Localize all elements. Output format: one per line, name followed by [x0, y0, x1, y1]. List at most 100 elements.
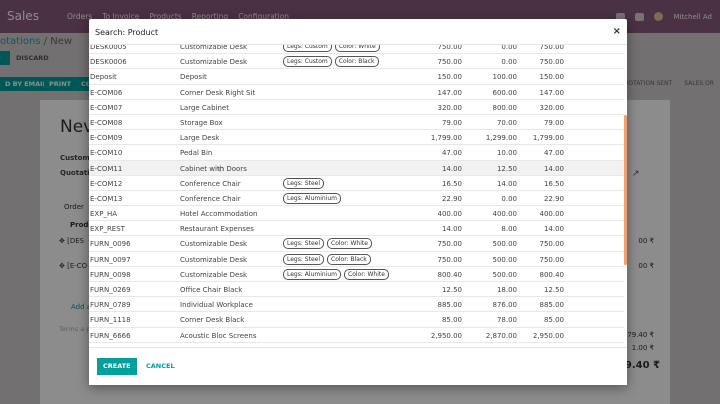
sales-price: 2,950.00	[430, 331, 462, 340]
attribute-tag: Legs: Steel	[283, 253, 325, 265]
cancel-button[interactable]: CANCEL	[141, 358, 180, 375]
table-row[interactable]: FURN_6666 Acoustic Bloc Screens 2,950.00 2,…	[89, 328, 624, 343]
table-row[interactable]: Deposit Deposit 150.00 100.00 150.00	[89, 69, 624, 85]
cost-price: 78.00	[496, 316, 517, 325]
table-row[interactable]: E-COM11 Cabinet with Doors 14.00 12.50 14.00…	[89, 160, 624, 176]
sales-price: 885.00	[437, 301, 463, 310]
hand-cursor-icon: ☜	[216, 164, 224, 174]
table-row[interactable]: E-COM08 Storage Box 79.00 70.00 79.00	[89, 115, 624, 131]
table-row[interactable]: E-COM10 Pedal Bin 47.00 10.00 47.00	[89, 145, 624, 161]
cost-price: 14.00	[496, 179, 517, 188]
table-row[interactable]: E-COM09 Large Desk 1,799.00 1,299.00 1,799.0…	[89, 130, 624, 146]
product-name: Conference Chair	[180, 179, 241, 188]
sales-price: 1,799.00	[430, 134, 462, 143]
send-by-email-button[interactable]: D BY EMAIL	[0, 77, 52, 91]
table-row[interactable]: EXP_HA Hotel Accommodation 400.00 400.00 400…	[89, 206, 624, 222]
dialog-title: Search: Product	[95, 28, 159, 37]
table-row[interactable]: DESK0005 Customizable Desk 750.00 0.00 750.0…	[89, 45, 624, 55]
breadcrumb-parent[interactable]: otations	[0, 36, 41, 47]
save-button[interactable]	[0, 51, 10, 65]
unit-price: 800.40	[539, 270, 565, 279]
status-quotation-sent: UOTATION SENT	[623, 80, 673, 87]
product-reference: E-COM06	[90, 88, 123, 97]
print-button[interactable]: PRINT	[44, 77, 77, 91]
breadcrumb-current: New	[50, 36, 73, 47]
attribute-tag: Legs: Steel	[283, 238, 325, 250]
unit-price: 14.00	[543, 225, 564, 234]
sales-price: 47.00	[441, 149, 462, 158]
table-row[interactable]: FURN_0096 Customizable Desk 750.00 500.00 75…	[89, 236, 624, 252]
menu-orders[interactable]: Orders	[67, 12, 93, 21]
sales-price: 320.00	[437, 103, 463, 112]
menu-to-invoice[interactable]: To Invoice	[102, 12, 140, 21]
total-amount: 9.40 ₹	[624, 360, 660, 371]
close-icon[interactable]: ×	[612, 26, 621, 37]
product-reference: FURN_0096	[90, 240, 131, 249]
quotation-label: Quotatio	[60, 169, 95, 177]
attribute-tag: Color: Black	[334, 56, 379, 68]
sales-price: 750.00	[437, 240, 463, 249]
table-row[interactable]: E-COM12 Conference Chair 16.50 14.00 16.50 Le…	[89, 176, 624, 191]
table-row[interactable]: FURN_0097 Customizable Desk 750.00 500.00 75…	[89, 252, 624, 267]
sales-price: 14.00	[441, 164, 462, 173]
sales-price: 79.00	[441, 118, 462, 127]
untaxed-amount: 79.40 ₹	[627, 331, 654, 339]
sales-price: 22.90	[441, 194, 462, 203]
table-row[interactable]: FURN_1118 Corner Desk Black 85.00 78.00 85.0…	[89, 312, 624, 328]
create-button[interactable]: CREATE	[97, 358, 137, 375]
clock-icon[interactable]	[616, 12, 626, 21]
terms-field[interactable]: Terms a period	[59, 325, 107, 333]
table-row[interactable]: EXP_REST Restaurant Expenses 14.00 8.00 14.0…	[89, 221, 624, 237]
chat-icon[interactable]	[635, 12, 645, 21]
tab-order-lines[interactable]: Order	[64, 203, 84, 211]
table-row[interactable]: DESK0006 Customizable Desk 750.00 0.00 750.0…	[89, 54, 624, 70]
table-row[interactable]: E-COM13 Conference Chair 22.90 0.00 22.90 Leg…	[89, 191, 624, 207]
table-row[interactable]: E-COM07 Large Cabinet 320.00 800.00 320.00	[89, 100, 624, 115]
order-line-1[interactable]: ✥ [DES	[59, 237, 85, 245]
product-list: DESK0005 Customizable Desk 750.00 0.00 750.0…	[89, 45, 627, 369]
cost-price: 876.00	[492, 301, 518, 310]
app-brand[interactable]: Sales	[7, 9, 39, 23]
product-reference: FURN_6666	[90, 331, 131, 340]
attribute-tags: Legs: Aluminium	[283, 192, 341, 204]
product-name: Deposit	[180, 73, 207, 82]
unit-price: 12.50	[543, 286, 564, 294]
avatar[interactable]	[654, 12, 664, 21]
scrollbar-thumb[interactable]	[624, 115, 627, 265]
discard-button[interactable]: DISCARD	[16, 54, 49, 62]
product-reference: FURN_0097	[90, 255, 131, 264]
attribute-tag: Legs: Steel	[283, 177, 325, 189]
user-name[interactable]: Mitchell Ad	[673, 12, 712, 21]
unit-price: 79.00	[543, 118, 564, 127]
unit-price: 16.50	[543, 179, 564, 188]
unit-price: 750.00	[539, 255, 565, 264]
menu-configuration[interactable]: Configuration	[238, 12, 290, 21]
attribute-tag: Color: White	[344, 268, 389, 280]
cost-price: 0.00	[501, 194, 517, 203]
table-row[interactable]: E-COM06 Corner Desk Right Sit 147.00 600.00…	[89, 85, 624, 100]
product-name: Acoustic Bloc Screens	[180, 331, 257, 340]
cost-price: 100.00	[492, 73, 518, 82]
order-line-1-amount: 00 ₹	[638, 237, 654, 245]
product-rows: DESK0005 Customizable Desk 750.00 0.00 750.0…	[89, 45, 624, 358]
product-reference: E-COM08	[90, 118, 123, 127]
sales-price: 85.00	[441, 316, 462, 325]
add-line-link[interactable]: Add a	[71, 303, 92, 311]
menu-products[interactable]: Products	[149, 12, 182, 21]
order-line-2-product: [E-CO	[67, 262, 88, 270]
sales-price: 800.40	[437, 270, 463, 279]
product-reference: DESK0006	[90, 58, 127, 67]
menu-reporting[interactable]: Reporting	[191, 12, 229, 21]
external-link-icon[interactable]: ↗	[632, 169, 640, 179]
product-name: Customizable Desk	[180, 58, 248, 67]
order-line-2-amount: 00 ₹	[638, 262, 654, 270]
table-row[interactable]: FURN_0269 Office Chair Black 12.50 18.00 12.…	[89, 282, 624, 298]
dialog-footer: CREATE CANCEL	[89, 347, 627, 385]
attribute-tags: Legs: Steel	[283, 177, 325, 189]
breadcrumb-separator: /	[40, 36, 51, 47]
product-name: Corner Desk Right Sit	[180, 88, 256, 97]
table-row[interactable]: FURN_0098 Customizable Desk 800.40 500.00 80…	[89, 267, 624, 282]
order-line-2[interactable]: ✥ [E-CO	[59, 262, 88, 270]
table-row[interactable]: FURN_0789 Individual Workplace 885.00 876.0…	[89, 297, 624, 313]
confirm-button[interactable]: CO	[76, 77, 90, 91]
